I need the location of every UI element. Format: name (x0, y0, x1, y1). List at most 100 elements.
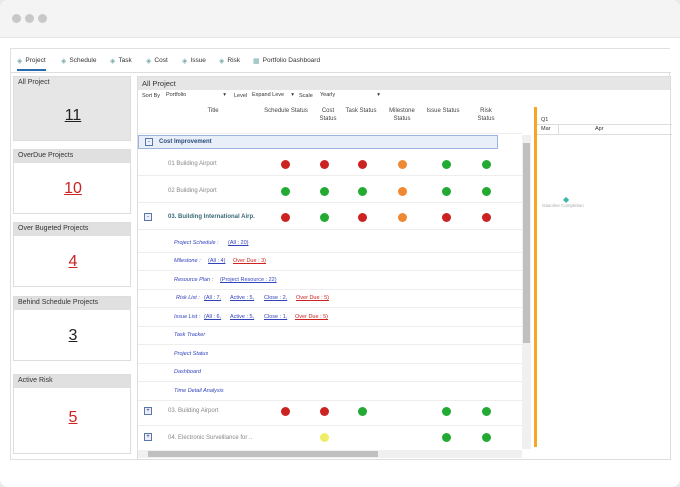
project-name[interactable]: 03. Building International Airp. (168, 214, 255, 220)
col-risk-status[interactable]: Risk Status (477, 108, 495, 122)
kpi-value[interactable]: 3 (68, 327, 78, 344)
tab-schedule[interactable]: ◈ Schedule (61, 57, 97, 71)
expand-icon[interactable]: + (144, 433, 152, 441)
issue-close-link[interactable]: Close : 1, (264, 314, 288, 320)
risk-overdue-link[interactable]: Over Due : 5) (296, 295, 330, 301)
row-divider (138, 363, 522, 364)
status-dot (320, 160, 329, 169)
expand-icon[interactable]: + (144, 407, 152, 415)
link-row: Task Tracker (138, 329, 522, 346)
window-dot-3 (38, 14, 47, 23)
row-divider (138, 175, 522, 176)
status-dot (482, 160, 491, 169)
tab-portfolio-dashboard[interactable]: ▦ Portfolio Dashboard (253, 57, 320, 71)
risk-active-link[interactable]: Active : 5, (230, 295, 255, 301)
risk-all-link[interactable]: (All : 7, (204, 295, 222, 301)
row-divider (138, 252, 522, 253)
collapse-icon[interactable]: - (145, 138, 153, 146)
table-row[interactable]: + 03. Building Airport (138, 404, 522, 421)
col-task-status[interactable]: Task Status (345, 108, 377, 114)
col-issue-status[interactable]: Issue Status (426, 108, 460, 114)
table-row[interactable]: + 04. Electronic Surveillance for .. (138, 430, 522, 447)
schedule-all-link[interactable]: (All : 20) (228, 240, 249, 246)
kpi-over-budgeted-projects[interactable]: Over Bugeted Projects 4 (13, 222, 131, 287)
project-name[interactable]: 01 Building Airport (168, 161, 217, 167)
gantt-quarter: Q1 (541, 117, 549, 123)
status-dot (442, 213, 451, 222)
window-dot-1 (12, 14, 21, 23)
issue-overdue-link[interactable]: Over Due : 5) (295, 314, 329, 320)
tab-label: Issue (190, 57, 206, 64)
status-dot (281, 187, 290, 196)
status-dot (358, 187, 367, 196)
issue-list-link[interactable]: Issue List : (174, 314, 201, 320)
scale-select[interactable]: Yearly ▾ (318, 92, 382, 101)
kpi-value[interactable]: 11 (64, 107, 82, 124)
project-schedule-link[interactable]: Project Schedule : (174, 240, 219, 246)
vertical-scrollbar[interactable] (522, 135, 531, 449)
gantt-divider (537, 134, 672, 135)
app-area: ◈ Project ◈ Schedule ◈ Task ◈ Cost ◈ Issue ◈ R… (10, 48, 672, 460)
tab-risk[interactable]: ◈ Risk (219, 57, 240, 71)
row-divider (138, 344, 522, 345)
project-name[interactable]: 04. Electronic Surveillance for .. (168, 435, 253, 441)
group-row[interactable]: - Cost Improvement (138, 135, 498, 149)
milestone-link[interactable]: Milestone : (174, 258, 201, 264)
col-schedule-status[interactable]: Schedule Status (264, 108, 308, 114)
link-row: Milestone : (All : 4) Over Due : 3) (138, 255, 522, 272)
scroll-thumb[interactable] (523, 143, 530, 343)
sortby-select[interactable]: Portfolio ▾ (164, 92, 228, 101)
risk-list-link[interactable]: Risk List : (176, 295, 200, 301)
dashboard-link[interactable]: Dashboard (174, 369, 201, 375)
status-dot (398, 187, 407, 196)
kpi-value[interactable]: 10 (64, 180, 82, 197)
tab-project[interactable]: ◈ Project (17, 57, 46, 71)
gantt-divider (537, 124, 672, 125)
issue-active-link[interactable]: Active : 5, (230, 314, 255, 320)
kpi-value[interactable]: 4 (68, 253, 78, 270)
window-dot-2 (25, 14, 34, 23)
milestone-all-link[interactable]: (All : 4) (208, 258, 226, 264)
table-row[interactable]: 02 Building Airport (138, 184, 522, 201)
milestone-overdue-link[interactable]: Over Due : 3) (233, 258, 267, 264)
kpi-all-project[interactable]: All Project 11 (13, 76, 131, 141)
kpi-value[interactable]: 5 (68, 409, 78, 426)
tab-cost[interactable]: ◈ Cost (146, 57, 168, 71)
milestone-diamond-icon[interactable]: ◆ (563, 195, 570, 204)
project-name[interactable]: 03. Building Airport (168, 408, 219, 414)
horizontal-scrollbar[interactable] (138, 450, 522, 458)
issue-all-link[interactable]: (All : 6, (204, 314, 222, 320)
schedule-icon: ◈ (61, 58, 67, 65)
col-cost-status[interactable]: Cost Status (319, 108, 337, 122)
status-dot (320, 187, 329, 196)
time-detail-link[interactable]: Time Detail Analysis (174, 388, 224, 394)
table-row[interactable]: 01 Building Airport (138, 157, 522, 174)
resource-plan-link[interactable]: Resource Plan : (174, 277, 214, 283)
tab-issue[interactable]: ◈ Issue (182, 57, 206, 71)
kpi-active-risk[interactable]: Active Risk 5 (13, 374, 131, 454)
tab-label: Portfolio Dashboard (262, 57, 321, 64)
tab-label: Cost (154, 57, 168, 64)
status-dot (281, 160, 290, 169)
level-select[interactable]: Expand Leve ▾ (250, 92, 296, 101)
scroll-thumb[interactable] (148, 451, 378, 457)
issue-icon: ◈ (182, 58, 188, 65)
status-dot (442, 433, 451, 442)
kpi-behind-schedule-projects[interactable]: Behind Schedule Projects 3 (13, 296, 131, 361)
group-label: Cost Improvement (159, 139, 212, 145)
resource-value-link[interactable]: (Project Resource : 22) (220, 277, 277, 283)
status-dot (398, 213, 407, 222)
project-name[interactable]: 02 Building Airport (168, 188, 217, 194)
collapse-icon[interactable]: - (144, 213, 152, 221)
kpi-overdue-projects[interactable]: OverDue Projects 10 (13, 149, 131, 214)
tab-task[interactable]: ◈ Task (110, 57, 132, 71)
col-title[interactable]: Title (207, 108, 219, 114)
col-milestone-status[interactable]: Milestone Status (389, 108, 415, 122)
row-divider (138, 381, 522, 382)
risk-close-link[interactable]: Close : 2, (264, 295, 288, 301)
dashboard-icon: ▦ (253, 58, 260, 65)
task-tracker-link[interactable]: Task Tracker (174, 332, 206, 338)
table-row[interactable]: - 03. Building International Airp. (138, 210, 522, 227)
project-status-link[interactable]: Project Status (174, 351, 209, 357)
